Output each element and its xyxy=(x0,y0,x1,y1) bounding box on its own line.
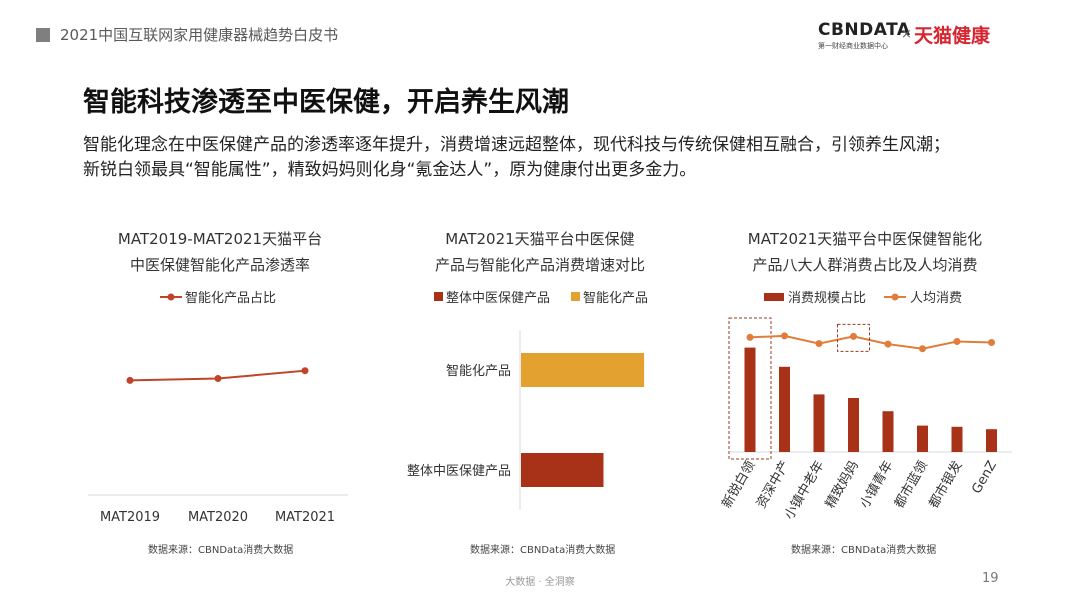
data-point-mat2019 xyxy=(126,376,134,384)
summary-line-2: 新锐白领最具“智能属性”，精致妈妈则化身“氪金达人”，原为健康付出更多金力。 xyxy=(83,160,697,180)
bar-consumption-share xyxy=(917,425,928,452)
chart2-source: 数据来源：CBNData消费大数据 xyxy=(470,545,616,556)
legend-dot-per-capita xyxy=(891,293,899,301)
chart3-title-line1: MAT2021天猫平台中医保健智能化 xyxy=(747,230,983,248)
chart2-title-line1: MAT2021天猫平台中医保健 xyxy=(445,230,635,248)
legend-label-consumption-share: 消费规模占比 xyxy=(788,291,866,306)
header-square-icon xyxy=(36,27,50,42)
chart1-title: MAT2019-MAT2021天猫平台 中医保健智能化产品渗透率 xyxy=(60,226,380,278)
bar-consumption-share xyxy=(986,429,997,452)
bar-consumption-share xyxy=(813,394,825,452)
category-label: 小镇青年 xyxy=(857,459,896,512)
category-label: 资深中产 xyxy=(754,459,793,512)
data-point-per-capita xyxy=(815,340,823,348)
data-point-per-capita xyxy=(919,345,926,353)
data-point-per-capita xyxy=(953,338,961,346)
bar-consumption-share xyxy=(744,347,756,452)
data-point-per-capita xyxy=(746,333,754,341)
data-point-mat2020 xyxy=(214,375,222,383)
x-tick-label: MAT2019 xyxy=(100,510,160,525)
legend-label-smart: 智能化产品 xyxy=(583,291,648,306)
chart2-title: MAT2021天猫平台中医保健 产品与智能化产品消费增速对比 xyxy=(380,226,700,278)
chart3-title: MAT2021天猫平台中医保健智能化 产品八大人群消费占比及人均消费 xyxy=(700,226,1030,278)
report-header: 2021中国互联网家用健康器械趋势白皮书 xyxy=(36,24,338,45)
legend-swatch-consumption-share xyxy=(764,293,784,301)
legend-label-per-capita: 人均消费 xyxy=(910,291,962,306)
chart2-title-line2: 产品与智能化产品消费增速对比 xyxy=(434,256,645,274)
page-title: 智能科技渗透至中医保健，开启养生风潮 xyxy=(83,87,569,118)
chart1-title-line1: MAT2019-MAT2021天猫平台 xyxy=(117,230,323,248)
bar-smart xyxy=(521,353,645,387)
penetration-line-chart: 智能化产品占比 MAT2019 MAT2020 MAT2021 xyxy=(88,291,348,525)
legend-swatch-smart xyxy=(571,292,580,301)
bar-consumption-share xyxy=(848,398,859,452)
legend-label: 智能化产品占比 xyxy=(185,291,276,306)
category-label: 整体中医保健产品 xyxy=(407,464,511,479)
category-label: 都市蓝领 xyxy=(891,458,931,511)
highlight-box-delicate-mom xyxy=(837,323,870,352)
series-line-per-capita xyxy=(749,334,992,350)
category-label: 智能化产品 xyxy=(446,364,511,379)
cbndata-logo: CBNDATA xyxy=(818,20,911,40)
logo-separator: × xyxy=(901,27,912,42)
page-number: 19 xyxy=(982,571,999,586)
chart3-title-line2: 产品八大人群消费占比及人均消费 xyxy=(752,256,978,274)
data-point-per-capita xyxy=(884,340,892,348)
bar-total xyxy=(521,453,604,487)
summary-paragraph: 智能化理念在中医保健产品的渗透率逐年提升，消费增速远超整体，现代科技与传统保健相… xyxy=(83,133,1043,183)
category-label: 都市银发 xyxy=(926,458,966,511)
highlight-box-new-white-collar xyxy=(728,317,772,460)
chart1-source: 数据来源：CBNData消费大数据 xyxy=(148,545,294,556)
data-point-per-capita xyxy=(850,332,857,340)
category-label: 新锐白领 xyxy=(719,458,759,511)
cbndata-logo-subtitle: 第一财经商业数据中心 xyxy=(818,42,888,50)
bar-consumption-share xyxy=(779,366,790,452)
x-tick-label: MAT2020 xyxy=(188,510,248,525)
footer-slogan: 大数据 · 全洞察 xyxy=(505,577,575,588)
data-point-per-capita xyxy=(988,339,995,347)
legend-label-total: 整体中医保健产品 xyxy=(446,291,550,306)
bar-consumption-share xyxy=(882,411,894,452)
legend-swatch-total xyxy=(434,292,443,301)
chart1-title-line2: 中医保健智能化产品渗透率 xyxy=(129,256,310,274)
summary-line-1: 智能化理念在中医保健产品的渗透率逐年提升，消费增速远超整体，现代科技与传统保健相… xyxy=(83,135,950,155)
data-point-mat2021 xyxy=(301,367,309,375)
category-label: 精致妈妈 xyxy=(823,459,862,512)
x-tick-label: MAT2021 xyxy=(275,510,335,525)
chart3-source: 数据来源：CBNData消费大数据 xyxy=(791,545,937,556)
report-title: 2021中国互联网家用健康器械趋势白皮书 xyxy=(60,26,339,44)
legend-dot-marker xyxy=(167,293,175,301)
data-point-per-capita xyxy=(781,332,788,340)
category-label: GenZ xyxy=(969,458,1000,496)
tmall-health-logo: 天猫健康 xyxy=(914,25,991,47)
bar-consumption-share xyxy=(951,426,963,452)
